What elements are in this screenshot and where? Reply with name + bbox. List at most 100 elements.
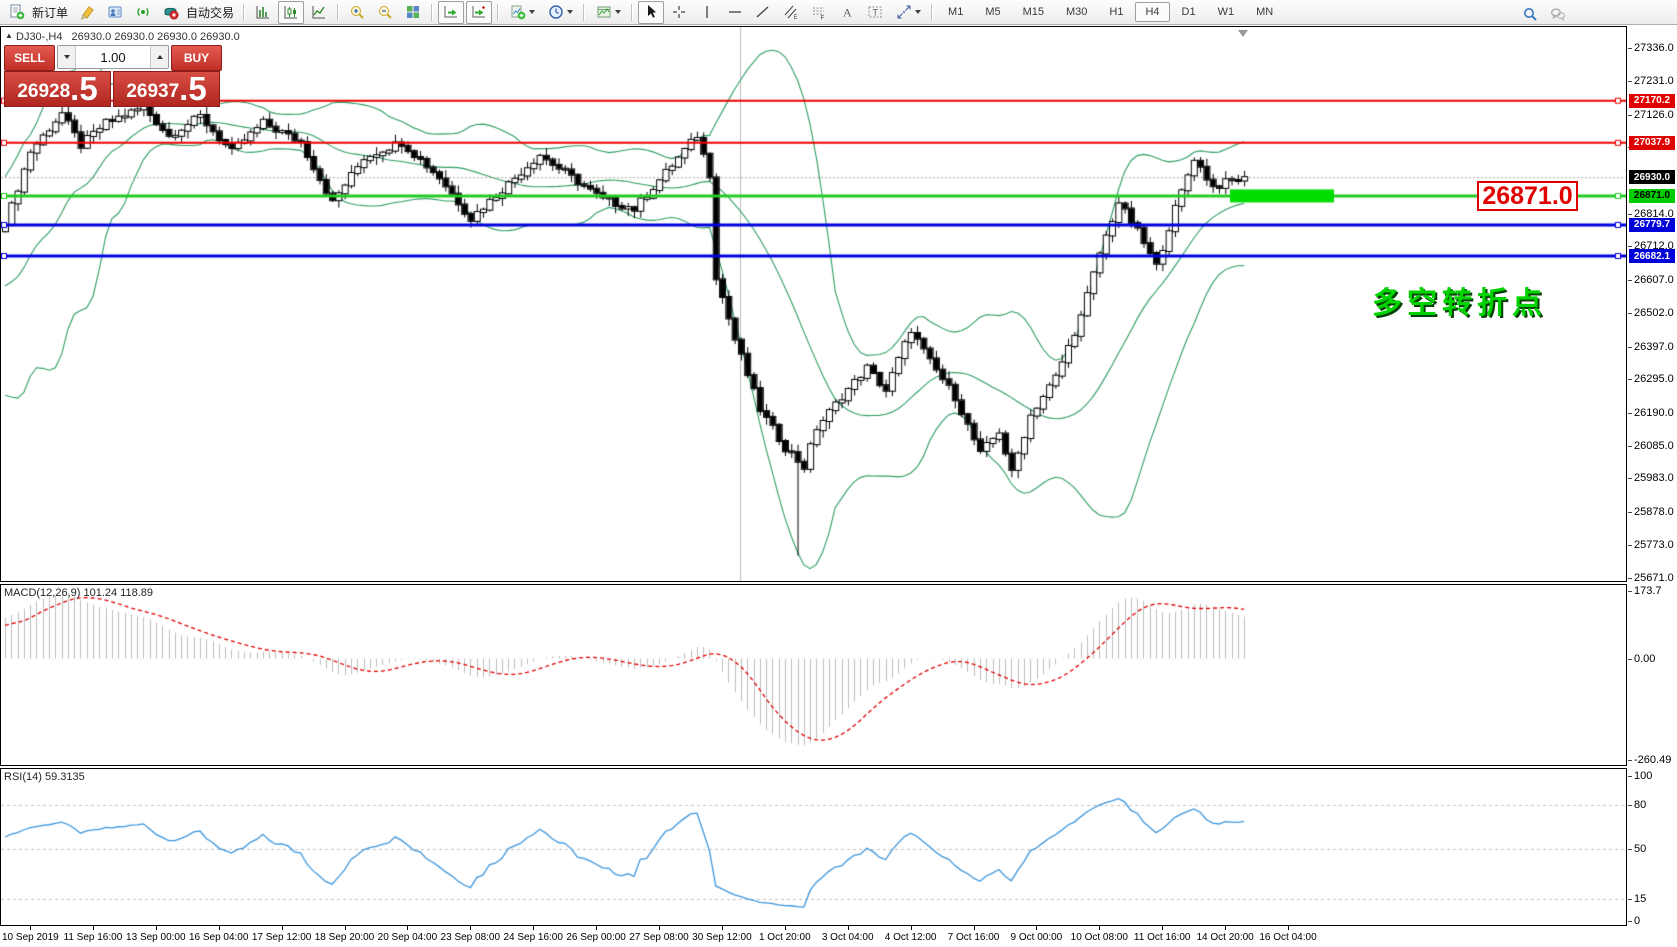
toolbar-equidistant-channel-button[interactable]: E	[778, 1, 804, 24]
buy-price-display[interactable]: 26937.5	[113, 71, 220, 107]
new-order-label[interactable]: 新订单	[32, 5, 69, 20]
tab-timeframe-m1[interactable]: M1	[948, 6, 964, 18]
price-tick-mark	[1628, 313, 1632, 315]
price-tick-label: 26814.0	[1634, 208, 1674, 221]
auto-trading-label[interactable]: 自动交易	[186, 5, 235, 20]
price-tick-mark	[1628, 577, 1632, 579]
toolbar-zoom-in-button[interactable]	[344, 1, 370, 24]
price-line-badge: 26779.7	[1629, 217, 1675, 232]
macd-canvas[interactable]	[1, 585, 1626, 765]
indicator-tick-label: 0	[1634, 915, 1641, 927]
tab-timeframe-m15[interactable]: M15	[1022, 6, 1044, 18]
tab-timeframe-m5[interactable]: M5	[985, 6, 1001, 18]
price-line-badge: 27170.2	[1629, 93, 1675, 108]
time-axis-label: 10 Oct 08:00	[1070, 932, 1128, 943]
toolbar-vertical-line-button[interactable]	[694, 1, 720, 24]
toolbar-text-button[interactable]: A	[834, 1, 860, 24]
toolbar-profile-button[interactable]	[102, 1, 128, 24]
toolbar-periods-button[interactable]	[542, 1, 578, 24]
tab-timeframe-h4[interactable]: H4	[1135, 2, 1170, 22]
svg-text:T: T	[873, 8, 879, 18]
chat-icon	[1551, 7, 1566, 21]
toolbar-horizontal-line-button[interactable]	[722, 1, 748, 24]
tab-timeframe-m30[interactable]: M30	[1066, 6, 1088, 18]
broadcast-icon	[137, 8, 149, 16]
chevron-down-icon	[914, 10, 921, 14]
svg-text:E: E	[794, 15, 798, 20]
volume-increase-button[interactable]	[150, 46, 168, 68]
buy-price-int: 26937	[126, 81, 180, 102]
toolbar-new-order-button[interactable]	[4, 1, 30, 24]
price-tick-mark	[1628, 445, 1632, 447]
main-chart-panel	[0, 26, 1627, 582]
toolbar-crosshair-button[interactable]	[666, 1, 692, 24]
rsi-panel	[0, 768, 1627, 926]
toolbar-broadcast-button[interactable]	[130, 1, 156, 24]
time-axis-tick	[218, 926, 220, 930]
line-chart-icon	[312, 6, 326, 19]
toolbar-trendline-button[interactable]	[750, 1, 776, 24]
tab-timeframe-w1[interactable]: W1	[1217, 6, 1235, 18]
toolbar-fibonacci-button[interactable]: F	[806, 1, 832, 24]
sell-price-int: 26928	[17, 81, 71, 102]
auto-trading-icon	[164, 7, 179, 20]
toolbar-chat-button[interactable]	[1545, 2, 1571, 25]
toolbar-zoom-out-button[interactable]	[372, 1, 398, 24]
toolbar-chart-shift-button[interactable]	[466, 0, 493, 24]
toolbar-separator	[497, 3, 500, 21]
sell-price-display[interactable]: 26928.5	[4, 71, 111, 107]
price-line-badge: 26682.1	[1629, 249, 1675, 263]
toolbar-auto-scroll-button[interactable]	[438, 0, 465, 24]
sell-button[interactable]: SELL	[4, 45, 55, 71]
price-line-badge: 27037.9	[1629, 135, 1675, 150]
toolbar-cursor-button[interactable]	[638, 0, 665, 24]
time-axis-tick	[659, 926, 660, 930]
toolbar-arrows-button[interactable]	[890, 1, 926, 24]
toolbar-indicators-add-button[interactable]	[504, 1, 540, 24]
toolbar-bar-chart-button[interactable]	[250, 1, 276, 24]
indicator-tick-label: 100	[1634, 770, 1653, 782]
time-axis-label: 16 Sep 04:00	[188, 932, 249, 943]
toolbar-line-chart-button[interactable]	[306, 1, 332, 24]
tab-timeframe-h1[interactable]: H1	[1109, 6, 1124, 18]
trade-panel-top-row: SELL 1.00 BUY	[4, 45, 222, 71]
rsi-canvas[interactable]	[1, 769, 1626, 925]
turning-point-annotation[interactable]: 多空转折点	[1372, 287, 1547, 320]
price-tick-label: 25878.0	[1634, 505, 1674, 518]
key-level-price-label[interactable]: 26871.0	[1477, 181, 1578, 211]
tab-timeframe-d1[interactable]: D1	[1181, 6, 1196, 18]
time-axis-label: 14 Oct 20:00	[1196, 932, 1254, 943]
time-axis-tick	[533, 926, 535, 930]
main-chart-canvas[interactable]	[1, 27, 1626, 581]
toolbar-candlestick-button[interactable]	[278, 0, 305, 24]
toolbar-separator	[631, 3, 634, 21]
toolbar-search-button[interactable]	[1517, 2, 1543, 25]
volume-decrease-button[interactable]	[58, 46, 76, 68]
volume-input[interactable]: 1.00	[100, 49, 126, 65]
tile-windows-icon	[407, 6, 420, 18]
time-axis-tick	[281, 926, 283, 930]
toolbar-text-label-button[interactable]: T	[862, 1, 888, 24]
toolbar-highlighter-button[interactable]	[74, 1, 100, 24]
chart-collapse-icon[interactable]: ▲	[5, 31, 13, 40]
toolbar-auto-trading-button[interactable]	[158, 1, 184, 24]
toolbar-tile-windows-button[interactable]	[400, 1, 426, 24]
triangle-up-icon	[156, 55, 163, 59]
tab-timeframe-mn[interactable]: MN	[1256, 6, 1274, 18]
time-axis-label: 18 Sep 20:00	[314, 932, 375, 943]
chevron-down-icon	[528, 10, 535, 14]
chart-symbol-period: DJ30-,H4	[16, 31, 63, 43]
price-tick-mark	[1628, 545, 1632, 547]
templates-icon	[597, 6, 611, 18]
time-axis-tick	[92, 926, 94, 930]
time-axis-tick	[30, 926, 31, 930]
chart-shift-marker-icon[interactable]	[1238, 30, 1248, 37]
toolbar-templates-button[interactable]	[590, 1, 626, 24]
text-label-icon: T	[868, 6, 882, 18]
horizontal-line-icon	[729, 11, 742, 13]
time-axis-tick	[784, 926, 786, 930]
time-axis-tick	[1162, 926, 1164, 930]
buy-button[interactable]: BUY	[171, 45, 222, 71]
new-order-icon	[10, 4, 25, 20]
price-tick-mark	[1628, 379, 1632, 381]
